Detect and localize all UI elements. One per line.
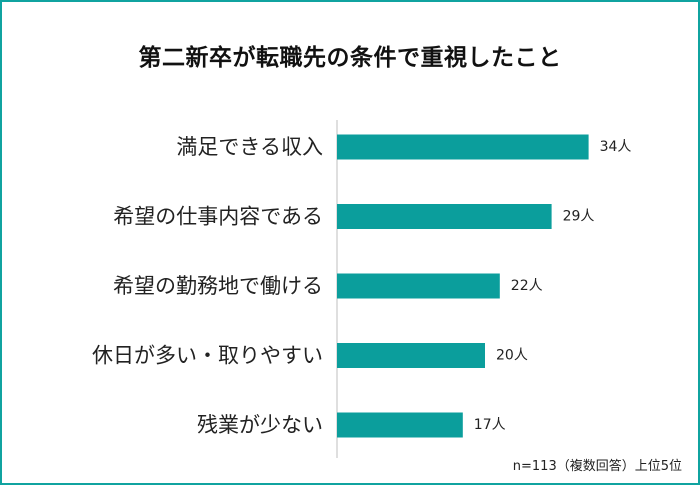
category-label: 希望の仕事内容である [113,205,323,229]
value-label: 34人 [600,139,632,155]
category-label: 希望の勤務地で働ける [113,274,323,298]
bar [337,412,463,438]
category-label: 満足できる収入 [176,135,323,159]
category-label: 休日が多い・取りやすい [92,344,323,368]
value-label: 17人 [474,417,506,433]
bar [337,134,589,160]
value-label: 29人 [563,209,595,225]
sample-note: n=113（複数回答）上位5位 [512,459,682,474]
bar [337,204,552,229]
category-label: 残業が少ない [197,413,323,437]
bar [337,273,500,299]
value-label: 20人 [496,348,528,364]
bar [337,343,485,368]
chart-title: 第二新卒が転職先の条件で重視したこと [138,45,562,71]
value-label: 22人 [511,278,543,294]
